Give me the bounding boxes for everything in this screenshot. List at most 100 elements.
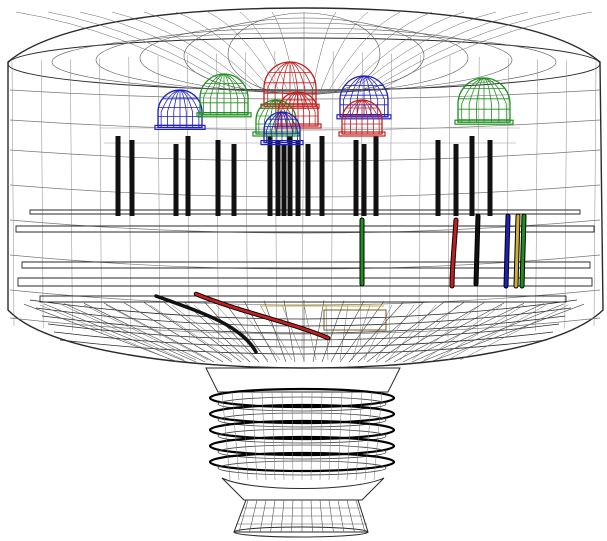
led-leg [267, 136, 273, 216]
led-dome-outline [277, 91, 319, 127]
screw-mesh-line [221, 391, 231, 481]
housing-vertical-line [389, 53, 392, 343]
led-mesh-line [223, 73, 232, 115]
dome-mesh-meridian [375, 11, 593, 93]
wire-yellow [514, 214, 520, 288]
led-leg [453, 144, 459, 216]
screw-mesh-line [310, 391, 313, 481]
bottom-mesh-diagonal [171, 304, 245, 361]
bottom-mesh-diagonal [61, 304, 185, 361]
bottom-mesh-spoke [143, 302, 233, 363]
led-leg [287, 136, 293, 216]
led-mesh-line [276, 111, 283, 143]
housing-band [9, 184, 601, 198]
bottom-mesh-diagonal [259, 304, 293, 361]
screw-mesh-line [261, 391, 267, 481]
led-mesh-line [349, 75, 365, 117]
led-leg [373, 136, 379, 216]
dome-mesh-meridian [175, 11, 273, 93]
dome-mesh-meridian [319, 11, 369, 93]
screw-base [205, 367, 401, 538]
led-leg [115, 136, 121, 216]
bottom-mesh-spoke [263, 300, 287, 363]
screw-mesh-line [271, 391, 276, 481]
led-mesh-line [264, 99, 277, 134]
base-tip-bottom [233, 526, 369, 538]
bottom-mesh-diagonal [105, 304, 209, 361]
screw-mesh-line [231, 391, 240, 481]
base-neck [221, 477, 385, 501]
led-leg [281, 144, 287, 216]
led-dome-outline [341, 99, 383, 135]
led-mesh-line [179, 89, 187, 128]
led-flange [454, 119, 514, 125]
dome-mesh-meridian [111, 11, 257, 93]
led-mesh-line [223, 73, 245, 115]
bottom-mesh-spoke [411, 303, 545, 363]
bottom-mesh-spoke [429, 303, 585, 363]
dome-mesh-meridian [359, 11, 529, 93]
led-leg [231, 144, 237, 216]
led-domes [154, 61, 514, 146]
dome-mesh-meridian [327, 11, 401, 93]
led-leg [353, 140, 359, 216]
led-mesh-line [297, 91, 316, 126]
led-mesh-line [282, 61, 291, 107]
housing-vertical-line [564, 60, 568, 329]
dome-mesh-meridian [143, 11, 265, 93]
base-collar [205, 367, 401, 393]
bottom-mesh-diagonal [325, 304, 329, 361]
bottom-mesh-spoke [63, 303, 197, 363]
led-mesh-line [289, 61, 313, 107]
led-green [454, 77, 514, 125]
bottom-mesh-spoke [283, 300, 296, 363]
housing-outline [7, 7, 604, 369]
led-leg [361, 144, 367, 216]
screw-mesh-line [328, 391, 333, 481]
bottom-mesh-diagonal [387, 304, 437, 361]
pcb-shelf [17, 277, 593, 287]
dome-mesh-meridian [351, 11, 497, 93]
housing-band [9, 289, 601, 306]
led-blue [260, 111, 304, 146]
dome-mesh-meridian [79, 11, 249, 93]
led-mesh-line [289, 61, 298, 107]
housing-vertical-line [418, 54, 422, 341]
bottom-mesh-diagonal [39, 304, 173, 361]
bottom-mesh-spoke [366, 301, 445, 363]
housing-band [9, 317, 601, 335]
bottom-mesh-diagonal [375, 304, 415, 361]
housing-band [9, 149, 601, 162]
housing-band [9, 119, 601, 131]
bottom-mesh-spoke [83, 303, 206, 363]
led-leg [215, 140, 221, 216]
screw-mesh-line [291, 391, 294, 481]
bottom-mesh-diagonal [215, 304, 269, 361]
bottom-mesh-spoke [163, 301, 242, 363]
led-flange [336, 114, 392, 120]
led-leg [487, 140, 493, 216]
dome-mesh-meridian [15, 11, 233, 93]
bottom-mesh-spoke [23, 303, 179, 363]
bottom-mesh-spoke [357, 301, 425, 363]
dome-mesh-meridian [271, 11, 297, 93]
led-blue [154, 89, 206, 131]
housing-vertical-line [11, 61, 15, 326]
bottom-mesh-diagonal [281, 304, 305, 361]
led-flange [338, 131, 386, 137]
led-mesh-line [269, 99, 277, 134]
bottom-mesh-spoke [223, 301, 269, 363]
led-mesh-line [363, 75, 385, 117]
led-leg [185, 136, 191, 216]
led-mesh-line [483, 77, 507, 123]
wire-green [520, 214, 526, 288]
bottom-mesh-diagonal [127, 304, 221, 361]
housing-vertical-line [157, 55, 161, 338]
bottom-mesh-diagonal [83, 304, 197, 361]
bottom-mesh-spoke [420, 303, 565, 363]
led-mesh-line [173, 89, 181, 128]
bottom-mesh-diagonal [411, 304, 481, 361]
housing-vertical-line [99, 58, 102, 334]
led-leg [435, 140, 441, 216]
